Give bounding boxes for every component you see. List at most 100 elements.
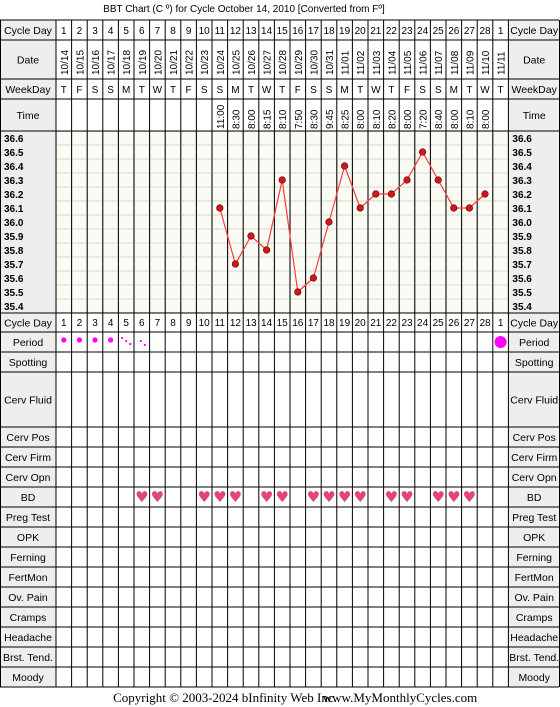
period-start-marker xyxy=(494,336,507,348)
temp-grid-cell xyxy=(87,299,103,313)
temperature-point xyxy=(403,176,411,184)
temp-grid-cell xyxy=(399,229,415,243)
cycle-day-cell: 26 xyxy=(448,318,460,329)
row-label-spotting: Spotting xyxy=(9,357,48,369)
date-cell: 11/02 xyxy=(356,50,367,75)
temp-grid-cell xyxy=(274,229,290,243)
temp-grid-cell xyxy=(337,131,353,145)
temp-grid-cell xyxy=(399,243,415,257)
temp-grid-cell xyxy=(383,145,399,159)
temp-grid-cell xyxy=(461,173,477,187)
temp-grid-cell xyxy=(337,299,353,313)
date-cell: 11/01 xyxy=(341,50,352,75)
temp-grid-cell xyxy=(212,299,228,313)
temp-grid-cell xyxy=(337,271,353,285)
temp-grid-cell xyxy=(149,243,165,257)
y-tick-label-right: 35.6 xyxy=(512,274,532,285)
temp-grid-cell xyxy=(383,131,399,145)
date-cell: 10/23 xyxy=(200,50,211,75)
temp-grid-cell xyxy=(415,285,431,299)
temp-grid-cell xyxy=(103,243,119,257)
temperature-point xyxy=(450,204,458,212)
temp-grid-cell xyxy=(368,257,384,271)
temp-grid-cell xyxy=(415,257,431,271)
temp-grid-cell xyxy=(71,271,87,285)
footer-site-link[interactable]: www.MyMonthlyCycles.com xyxy=(323,690,477,705)
temperature-point xyxy=(216,204,224,212)
temperature-point xyxy=(356,204,364,212)
temp-grid-cell xyxy=(227,215,243,229)
temp-grid-cell xyxy=(337,201,353,215)
temp-grid-cell xyxy=(274,243,290,257)
row-label-time: Time xyxy=(17,110,40,122)
temperature-point xyxy=(387,190,396,198)
temp-grid-cell xyxy=(290,187,306,201)
temperature-point xyxy=(247,232,255,240)
cycle-day-cell: 20 xyxy=(355,26,367,37)
temp-grid-cell xyxy=(243,257,259,271)
weekday-cell: S xyxy=(419,85,426,96)
date-cell: 10/29 xyxy=(294,50,305,75)
row-label-right-spotting: Spotting xyxy=(515,357,554,369)
date-cell: 11/03 xyxy=(372,50,383,75)
cycle-day-cell: 1 xyxy=(61,26,67,37)
temp-grid-cell xyxy=(243,201,259,215)
weekday-cell: M xyxy=(340,85,348,96)
temp-grid-cell xyxy=(149,285,165,299)
row-label-right-opk: OPK xyxy=(523,532,545,544)
temp-grid-cell xyxy=(415,299,431,313)
weekday-cell: W xyxy=(480,85,490,96)
temp-grid-cell xyxy=(430,215,446,229)
temp-grid-cell xyxy=(368,243,384,257)
temp-grid-cell xyxy=(149,271,165,285)
bd-heart-icon: ♥ xyxy=(135,488,148,506)
temp-grid-cell xyxy=(493,215,509,229)
temp-grid-cell xyxy=(56,257,72,271)
temp-grid-cell xyxy=(196,215,212,229)
temp-grid-cell xyxy=(430,145,446,159)
temp-grid-cell xyxy=(274,299,290,313)
date-cell: 10/22 xyxy=(185,50,196,75)
period-dot-heavy xyxy=(61,337,67,343)
temp-grid-cell xyxy=(477,257,493,271)
temp-grid-cell xyxy=(259,145,275,159)
weekday-cell: S xyxy=(326,85,333,96)
cycle-day-cell: 8 xyxy=(170,26,176,37)
cycle-day-cell: 6 xyxy=(139,26,145,37)
temp-grid-cell xyxy=(134,299,150,313)
temp-grid-cell xyxy=(383,243,399,257)
weekday-cell: T xyxy=(170,85,176,96)
y-tick-label: 36.0 xyxy=(4,218,24,229)
temp-grid-cell xyxy=(243,173,259,187)
time-cell: 8:00 xyxy=(247,109,258,129)
temp-grid-cell xyxy=(243,159,259,173)
date-cell: 11/09 xyxy=(465,50,476,75)
temp-grid-cell xyxy=(196,271,212,285)
temp-grid-cell xyxy=(321,243,337,257)
temp-grid-cell xyxy=(71,243,87,257)
date-cell: 10/27 xyxy=(263,50,274,75)
temp-grid-cell xyxy=(134,243,150,257)
temp-grid-cell xyxy=(165,229,181,243)
row-label-right-cycle-day: Cycle Day xyxy=(510,25,559,37)
temp-grid-cell xyxy=(134,187,150,201)
temp-grid-cell xyxy=(352,285,368,299)
cycle-day-cell: 23 xyxy=(401,318,413,329)
weekday-cell: F xyxy=(76,85,82,96)
cycle-day-cell: 10 xyxy=(199,26,211,37)
temp-grid-cell xyxy=(352,271,368,285)
temp-grid-cell xyxy=(165,257,181,271)
weekday-cell: T xyxy=(248,85,254,96)
y-tick-label-right: 35.5 xyxy=(512,288,532,299)
temp-grid-cell xyxy=(196,285,212,299)
row-label-headache: Headache xyxy=(4,632,52,644)
cycle-day-cell: 3 xyxy=(92,26,98,37)
y-tick-label: 35.7 xyxy=(4,260,24,271)
y-tick-label-right: 36.5 xyxy=(512,148,532,159)
date-cell: 10/31 xyxy=(325,50,336,75)
time-cell: 8:20 xyxy=(387,109,398,129)
temp-grid-cell xyxy=(118,159,134,173)
temp-grid-cell xyxy=(149,215,165,229)
row-label-weekday: WeekDay xyxy=(5,84,51,96)
